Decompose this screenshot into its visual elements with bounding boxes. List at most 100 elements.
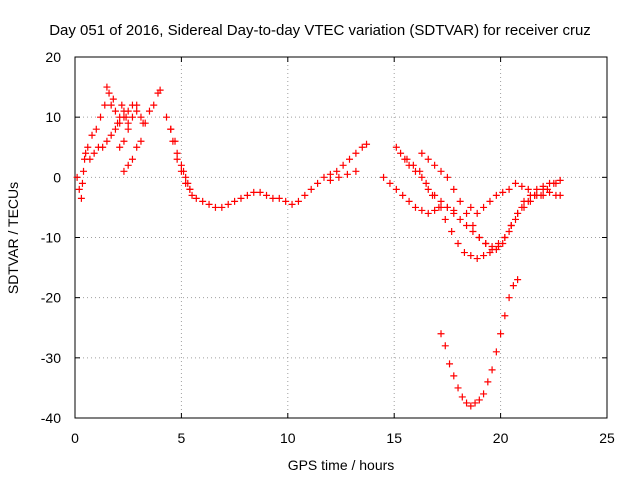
data-point	[282, 197, 290, 205]
data-point	[77, 194, 85, 202]
data-point	[180, 167, 188, 175]
data-point	[480, 203, 488, 211]
data-point	[275, 194, 283, 202]
data-point	[314, 179, 322, 187]
data-point	[88, 131, 96, 139]
data-point	[156, 86, 164, 94]
data-point	[141, 119, 149, 127]
data-point	[86, 155, 94, 163]
data-point	[163, 113, 171, 121]
data-point	[556, 176, 564, 184]
data-point	[124, 107, 132, 115]
x-tick-label: 10	[280, 430, 296, 446]
data-point	[467, 203, 475, 211]
data-point	[484, 378, 492, 386]
series-arc-4	[120, 86, 164, 175]
data-point	[333, 167, 341, 175]
data-point	[173, 155, 181, 163]
data-point	[82, 149, 90, 157]
data-point	[467, 252, 475, 260]
data-point	[499, 188, 507, 196]
data-point	[380, 173, 388, 181]
data-point	[256, 188, 264, 196]
data-point	[111, 125, 119, 133]
data-point	[118, 101, 126, 109]
data-point	[188, 191, 196, 199]
data-point	[460, 249, 468, 257]
data-point	[120, 113, 128, 121]
data-point	[124, 119, 132, 127]
data-point	[150, 101, 158, 109]
data-point	[494, 243, 502, 251]
data-point	[109, 95, 117, 103]
data-point	[422, 179, 430, 187]
data-point	[405, 197, 413, 205]
data-point	[128, 113, 136, 121]
data-point	[392, 185, 400, 193]
x-tick-label: 0	[71, 430, 79, 446]
data-point	[218, 203, 226, 211]
data-point	[450, 372, 458, 380]
data-point	[509, 282, 517, 290]
data-point	[167, 125, 175, 133]
data-point	[326, 170, 334, 178]
data-point	[537, 191, 545, 199]
data-point	[437, 167, 445, 175]
data-point	[518, 182, 526, 190]
data-point	[90, 149, 98, 157]
data-point	[124, 125, 132, 133]
series-arc-1	[73, 149, 90, 202]
data-point	[539, 182, 547, 190]
data-point	[294, 197, 302, 205]
data-point	[492, 348, 500, 356]
data-point	[107, 131, 115, 139]
data-point	[456, 215, 464, 223]
data-point	[307, 185, 315, 193]
y-axis-label: SDTVAR / TECUs	[5, 182, 21, 294]
data-point	[499, 240, 507, 248]
data-point	[403, 155, 411, 163]
series-arc-6	[163, 113, 328, 211]
data-point	[120, 137, 128, 145]
series-arc-3	[86, 101, 147, 163]
data-point	[358, 143, 366, 151]
data-point	[488, 366, 496, 374]
data-point	[199, 197, 207, 205]
series-arc-7	[167, 125, 194, 193]
data-point	[505, 227, 513, 235]
data-point	[73, 173, 81, 181]
data-point	[363, 140, 371, 148]
data-point	[133, 143, 141, 151]
axis-ticks: 0 5 10 15 20 25 -40 -30 -20 -10 0 10 20	[41, 49, 615, 446]
data-point	[169, 137, 177, 145]
data-point	[133, 107, 141, 115]
data-point	[103, 83, 111, 91]
data-point	[450, 185, 458, 193]
data-point	[458, 393, 466, 401]
data-point	[128, 155, 136, 163]
data-point	[424, 209, 432, 217]
data-point	[237, 194, 245, 202]
data-point	[288, 200, 296, 208]
data-point	[486, 197, 494, 205]
data-point	[182, 173, 190, 181]
data-point	[192, 194, 200, 202]
data-point	[243, 191, 251, 199]
series-arc-8	[326, 140, 371, 178]
series-arc-5	[116, 101, 141, 151]
data-point	[111, 107, 119, 115]
data-point	[80, 167, 88, 175]
data-point	[145, 107, 153, 115]
y-tick-label: 20	[45, 49, 61, 65]
data-point	[454, 384, 462, 392]
data-point	[250, 188, 258, 196]
data-point	[467, 402, 475, 410]
data-point	[550, 179, 558, 187]
data-point	[505, 185, 513, 193]
data-point	[437, 197, 445, 205]
data-point	[392, 143, 400, 151]
data-point	[437, 330, 445, 338]
data-point	[463, 221, 471, 229]
series-arc-2	[84, 83, 132, 151]
